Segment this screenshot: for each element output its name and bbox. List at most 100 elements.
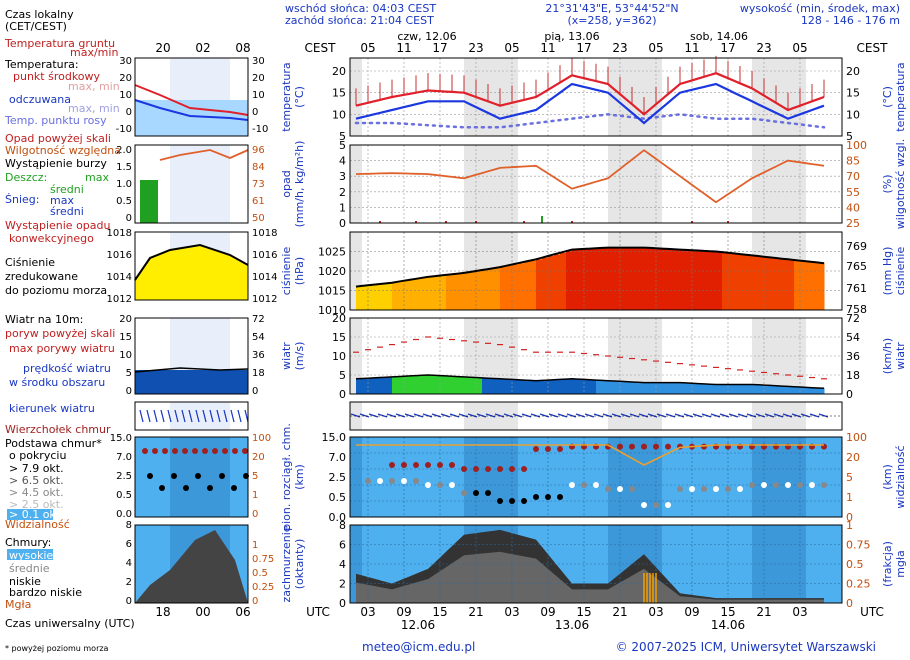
night-band xyxy=(752,145,806,223)
cloud-base-dot xyxy=(617,486,623,492)
cest-tick: 05 xyxy=(504,41,519,55)
wind-fill xyxy=(806,387,813,394)
legend-wilg-tick: 96 xyxy=(252,145,265,156)
cloud-base-dot xyxy=(401,478,407,484)
utc-tick: 21 xyxy=(468,605,483,619)
pressure-fill xyxy=(674,249,681,310)
wilg-tick: 85 xyxy=(846,155,860,168)
legend-chm-tick: 0.5 xyxy=(116,490,132,501)
wind-fill xyxy=(524,380,531,394)
wind-fill xyxy=(668,382,675,394)
zachm-tick: 2 xyxy=(339,578,346,591)
wind-arrow xyxy=(530,413,541,418)
wiatr-tick: 20 xyxy=(332,312,346,325)
utc-tick: 21 xyxy=(612,605,627,619)
wind-fill xyxy=(680,382,687,394)
legend-cloud-top-dot xyxy=(232,448,238,454)
pressure-fill xyxy=(758,256,765,310)
utc-tick: 09 xyxy=(396,605,411,619)
wind-arrow xyxy=(377,413,388,418)
cloud-base-dot xyxy=(689,486,695,492)
legend-text: Ciśnienie xyxy=(5,256,55,269)
legend-mgla-tick: 0.75 xyxy=(252,554,274,565)
cloud-base-dot xyxy=(749,482,755,488)
cloud-top-dot xyxy=(449,462,455,468)
axis-label: opad xyxy=(280,170,293,197)
legend-cisn-tick: 1014 xyxy=(107,272,132,283)
legend-text: w środku obszaru xyxy=(9,376,105,389)
legend-wiatr-tick-r: 0 xyxy=(252,386,258,397)
wind-fill xyxy=(530,380,537,394)
axis-label: temperatura xyxy=(894,62,907,131)
cloud-top-dot xyxy=(401,462,407,468)
wind-fill xyxy=(818,387,825,394)
wiatr-tick-r: 18 xyxy=(846,369,860,382)
wind-fill xyxy=(494,378,501,394)
axis-label: (°C) xyxy=(293,86,306,108)
pressure-fill xyxy=(638,247,645,310)
wind-arrow xyxy=(710,413,721,418)
legend-pressure-line xyxy=(134,243,249,281)
wind-arrow xyxy=(674,413,685,418)
pressure-fill xyxy=(440,275,447,310)
day-label: czw, 12.06 xyxy=(397,30,456,43)
wind-fill xyxy=(764,385,771,394)
mgla-tick: 0.75 xyxy=(846,539,871,552)
day-label: pią, 13.06 xyxy=(544,30,599,43)
wind-fill xyxy=(614,381,621,394)
wind-fill xyxy=(368,378,375,394)
legend-widz-tick: 0 xyxy=(252,509,258,520)
cloud-top-dot xyxy=(437,462,443,468)
legend-text: Wierzchołek chmur xyxy=(5,423,111,436)
wind-arrow xyxy=(449,413,460,418)
wind-arrow xyxy=(764,413,775,418)
legend-cloud-top-dot xyxy=(192,448,198,454)
pressure-fill xyxy=(554,254,561,310)
wind-fill xyxy=(728,384,735,394)
wind-fill xyxy=(722,384,729,394)
pressure-fill xyxy=(662,248,669,310)
wind-arrow xyxy=(809,413,820,418)
pressure-fill xyxy=(368,285,375,310)
wind-arrow xyxy=(656,413,667,418)
axis-label: (hPa) xyxy=(293,257,306,285)
axis-label: (km) xyxy=(881,464,894,490)
opad-tick: 3 xyxy=(339,170,346,183)
wiatr-tick: 15 xyxy=(332,331,346,344)
wind-fill xyxy=(704,383,711,394)
wind-fill xyxy=(662,382,669,394)
legend-frame xyxy=(134,144,249,224)
legend-text: Opad powyżej skali xyxy=(5,132,111,145)
pressure-fill xyxy=(728,252,735,310)
wind-arrow xyxy=(755,413,766,418)
utc-tick: 15 xyxy=(576,605,591,619)
temp-tick: 15 xyxy=(332,87,346,100)
legend-text: Temp. punktu rosy xyxy=(4,114,107,127)
wind-fill xyxy=(560,379,567,394)
legend-text: > 7.9 okt. xyxy=(9,462,64,475)
legend-wind-arrow xyxy=(153,409,158,423)
wind-fill xyxy=(452,376,459,394)
legend-temp-tick-r: -10 xyxy=(252,124,268,135)
legend-temp-tick: 10 xyxy=(119,90,132,101)
legend-wiatr-tick-r: 54 xyxy=(252,332,265,343)
night-band xyxy=(752,437,806,517)
cest-tick: 11 xyxy=(396,41,411,55)
pressure-fill xyxy=(656,248,663,310)
wind-fill xyxy=(788,386,795,394)
wind-arrow xyxy=(404,413,415,418)
legend-wind-line xyxy=(134,367,249,373)
legend-wind-arrow xyxy=(188,409,193,423)
wind-arrow xyxy=(719,413,730,418)
zachm-tick: 4 xyxy=(339,558,346,571)
cloud-base-dot xyxy=(485,490,491,496)
cloud-top-dot xyxy=(665,443,671,450)
wind-fill xyxy=(416,375,423,394)
legend-wilg-tick: 84 xyxy=(252,162,265,173)
legend-wind-arrow xyxy=(181,409,186,423)
pressure-fill xyxy=(590,248,597,310)
legend-temp-tick: -10 xyxy=(116,124,132,135)
legend-text: max porywy wiatru xyxy=(9,342,115,355)
legend-cisn-tick: 1012 xyxy=(107,294,132,305)
cloud-base-dot xyxy=(761,482,767,488)
